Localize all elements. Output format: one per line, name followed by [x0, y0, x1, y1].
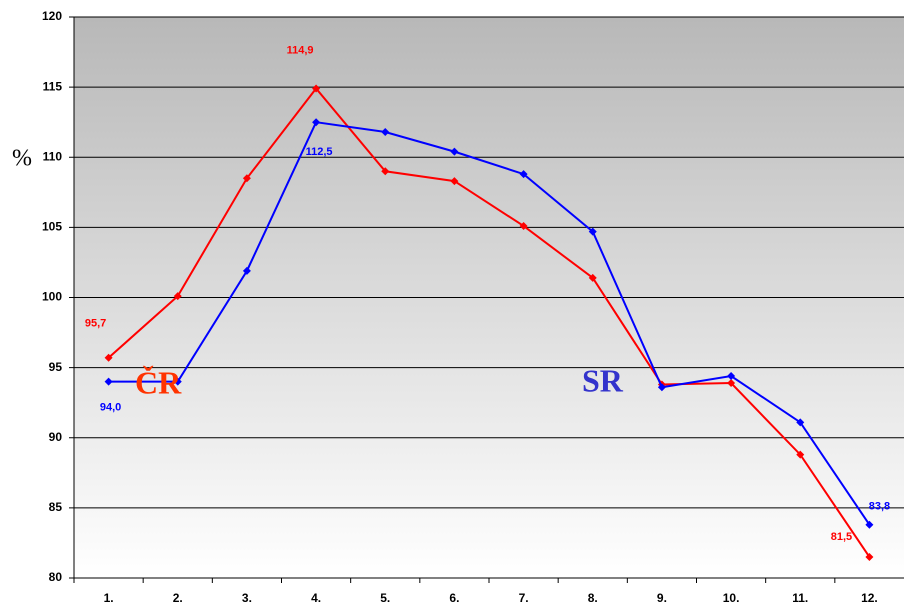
y-axis-label: % — [12, 146, 32, 172]
y-tick-label: 80 — [49, 570, 63, 584]
marker — [519, 221, 528, 230]
y-tick-label: 85 — [49, 500, 63, 514]
x-tick-label: 8. — [588, 591, 598, 605]
marker — [796, 418, 805, 427]
line — [108, 121, 871, 526]
x-tick-label: 7. — [519, 591, 529, 605]
x-tick-label: 3. — [242, 591, 252, 605]
x-tick-label: 9. — [657, 591, 667, 605]
y-tick-label: 95 — [49, 360, 63, 374]
marker — [519, 170, 528, 179]
marker — [173, 377, 182, 386]
y-tick-label: 115 — [43, 79, 63, 93]
marker — [104, 377, 113, 386]
marker — [796, 450, 805, 459]
x-tick-label: 4. — [311, 591, 321, 605]
marker — [104, 353, 113, 362]
data-label: 94,0 — [100, 402, 121, 414]
data-label: 114,9 — [287, 44, 314, 56]
marker — [657, 383, 666, 392]
marker — [727, 372, 736, 381]
marker — [173, 292, 182, 301]
legend-entry: SR — [582, 362, 624, 398]
marker — [865, 552, 874, 561]
marker — [381, 167, 390, 176]
marker — [588, 227, 597, 236]
x-tick-label: 1. — [104, 591, 114, 605]
marker — [865, 520, 874, 529]
marker — [588, 273, 597, 282]
marker — [450, 147, 459, 156]
y-tick-label: 90 — [49, 430, 63, 444]
y-tick-label: 105 — [42, 220, 62, 234]
x-tick-label: 6. — [449, 591, 459, 605]
x-tick-label: 10. — [723, 591, 740, 605]
marker — [381, 128, 390, 137]
x-tick-label: 12. — [861, 591, 878, 605]
marker — [312, 118, 321, 127]
x-tick-label: 5. — [380, 591, 390, 605]
data-label: 83,8 — [869, 501, 890, 513]
y-tick-label: 120 — [42, 9, 62, 23]
x-tick-label: 2. — [173, 591, 183, 605]
data-label: 81,5 — [831, 531, 852, 543]
data-label: 95,7 — [85, 318, 106, 330]
data-label: 112,5 — [306, 146, 333, 158]
legend-entry: ČR — [135, 364, 182, 400]
marker — [242, 174, 251, 183]
line — [107, 86, 871, 558]
marker — [450, 177, 459, 186]
y-tick-label: 100 — [42, 290, 62, 304]
y-tick-label: 110 — [43, 149, 63, 163]
marker — [312, 84, 321, 93]
x-tick-label: 11. — [792, 591, 808, 605]
marker — [242, 266, 251, 275]
marker — [727, 379, 736, 388]
